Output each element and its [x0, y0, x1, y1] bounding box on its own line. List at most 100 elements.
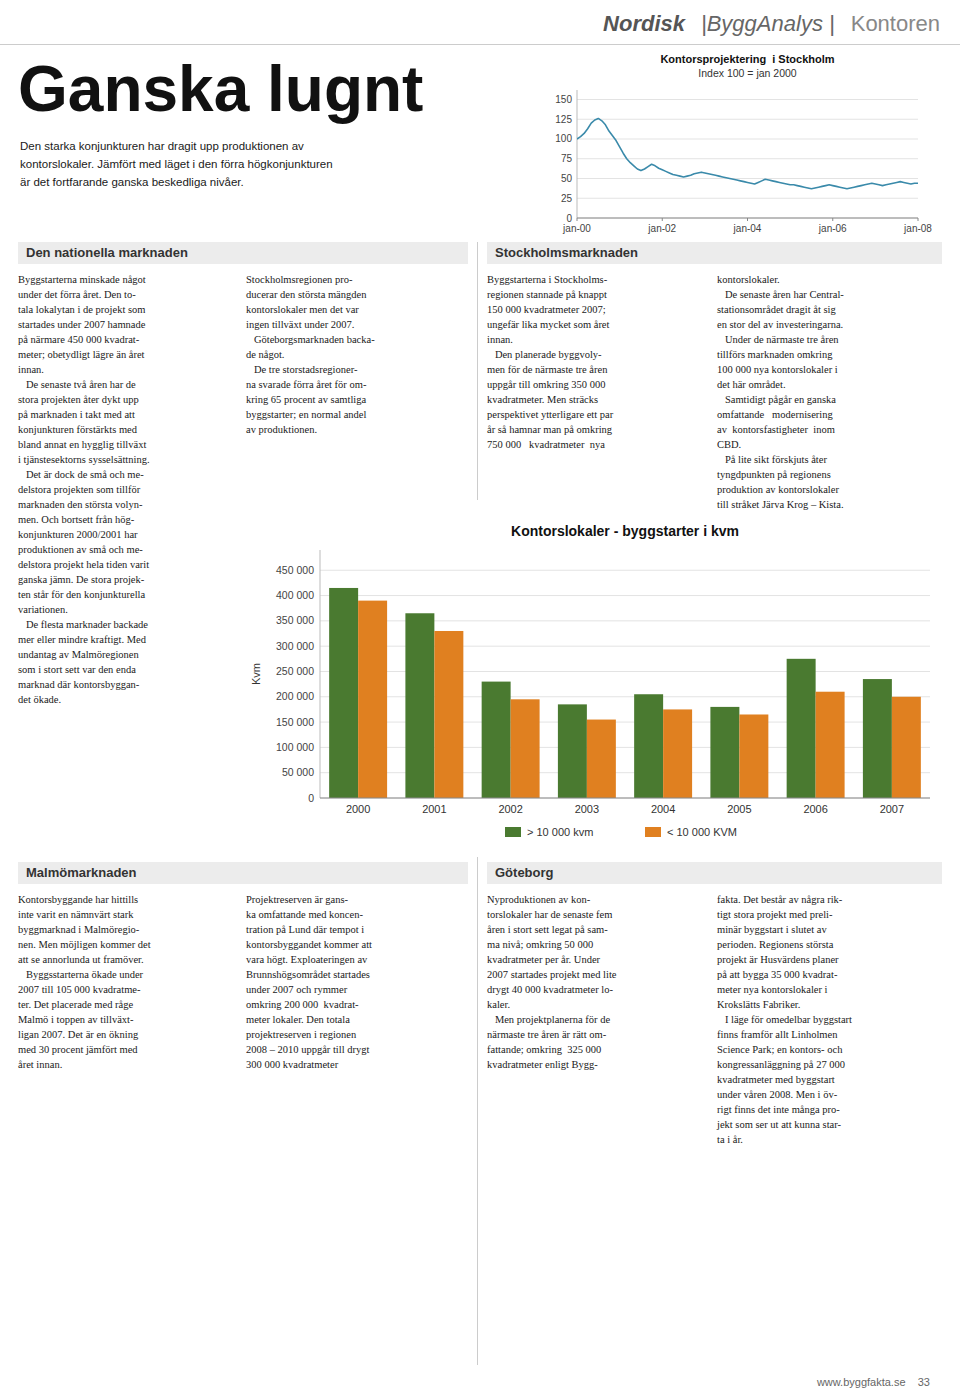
x-tick-label: 2001: [422, 803, 446, 815]
body-text: Kontorsbyggande har hittills inte varit …: [18, 892, 238, 1072]
legend-label: < 10 000 KVM: [667, 826, 737, 838]
x-tick-label: 2005: [727, 803, 751, 815]
legend-swatch: [645, 827, 661, 837]
x-tick-label: 2006: [803, 803, 827, 815]
x-tick-label: jan-04: [733, 223, 762, 234]
y-tick-label: 150 000: [276, 716, 314, 728]
y-tick-label: 300 000: [276, 640, 314, 652]
bar: [863, 679, 892, 798]
grid-line: [577, 178, 918, 179]
y-tick-label: 50 000: [282, 766, 314, 778]
plot-area: [329, 588, 921, 798]
y-axis-line: [320, 550, 321, 798]
y-tick-label: 400 000: [276, 589, 314, 601]
column-divider: [477, 242, 478, 500]
body-text: Byggstarterna i Stockholms- regionen sta…: [487, 272, 707, 452]
column-divider: [477, 857, 478, 1365]
page-subtitle: Den starka konjunkturen har dragit upp p…: [20, 138, 333, 191]
x-tick: [662, 218, 663, 221]
body-text: kontorslokaler. De senaste åren har Cent…: [717, 272, 937, 512]
grid-line: [577, 119, 918, 120]
y-tick-label: 100: [555, 133, 572, 144]
plot-area: [577, 118, 918, 188]
bar: [710, 707, 739, 798]
x-axis-line: [320, 798, 930, 799]
x-tick-label: 2004: [651, 803, 675, 815]
x-tick-label: 2007: [880, 803, 904, 815]
line-chart: Kontorsprojektering i Stockholm Index 100…: [545, 50, 940, 240]
bar: [482, 682, 511, 798]
bar: [558, 704, 587, 798]
bar: [511, 699, 540, 798]
grid-line: [577, 158, 918, 159]
grid-line: [577, 198, 918, 199]
header-text: |ByggAnalys |: [701, 11, 835, 37]
x-tick: [747, 218, 748, 221]
y-tick-label: 75: [561, 153, 573, 164]
bar: [663, 709, 692, 798]
grid-line: [577, 99, 918, 100]
y-tick-label: 450 000: [276, 564, 314, 576]
x-tick-label: jan-06: [818, 223, 847, 234]
header: Nordisk |ByggAnalys | Kontoren: [603, 8, 940, 40]
page-title: Ganska lugnt: [18, 52, 423, 126]
body-text: Stockholmsregionen pro- ducerar den stör…: [246, 272, 466, 437]
x-tick-label: 2002: [498, 803, 522, 815]
x-tick-label: 2003: [575, 803, 599, 815]
grid-line: [320, 595, 930, 596]
bar: [329, 588, 358, 798]
x-tick-label: jan-00: [562, 223, 591, 234]
body-text: Projektreserven är gans- ka omfattande m…: [246, 892, 466, 1072]
bar: [634, 694, 663, 798]
line-series: [577, 118, 918, 188]
y-tick-label: 0: [308, 792, 314, 804]
x-tick: [918, 218, 919, 221]
y-tick-label: 250 000: [276, 665, 314, 677]
header-rule: [0, 44, 960, 45]
legend-swatch: [505, 827, 521, 837]
bar-chart: Kontorslokaler - byggstarter i kvm Kvm 0 50…: [246, 520, 940, 850]
y-tick-label: 125: [555, 114, 572, 125]
body-text: fakta. Det består av några rik- tigt sto…: [717, 892, 937, 1147]
y-tick-label: 150: [555, 94, 572, 105]
bar: [892, 697, 921, 798]
body-text: Nyproduktionen av kon- torslokaler har d…: [487, 892, 707, 1072]
header-text: Kontoren: [851, 11, 940, 37]
section-title: Stockholmsmarknaden: [487, 242, 942, 264]
x-tick: [832, 218, 833, 221]
y-tick-label: 350 000: [276, 614, 314, 626]
x-tick: [577, 218, 578, 221]
y-tick-label: 200 000: [276, 690, 314, 702]
bar: [739, 714, 768, 798]
grid-line: [320, 798, 930, 799]
bar: [358, 601, 387, 798]
legend: > 10 000 kvm < 10 000 KVM: [505, 826, 737, 838]
x-tick-label: jan-08: [903, 223, 932, 234]
section-title: Malmömarknaden: [18, 862, 468, 884]
chart-title: Kontorsprojektering i Stockholm: [660, 53, 834, 65]
section-title: Göteborg: [487, 862, 942, 884]
body-text: Byggstarterna minskade något under det f…: [18, 272, 238, 707]
bar: [787, 659, 816, 798]
bar: [587, 720, 616, 798]
grid-line: [577, 138, 918, 139]
y-tick-label: 100 000: [276, 741, 314, 753]
chart-subtitle: Index 100 = jan 2000: [698, 67, 797, 79]
y-tick-label: 50: [561, 173, 573, 184]
chart-title: Kontorslokaler - byggstarter i kvm: [511, 523, 739, 539]
bar: [816, 692, 845, 798]
bar: [405, 613, 434, 798]
section-title: Den nationella marknaden: [18, 242, 468, 264]
legend-label: > 10 000 kvm: [527, 826, 593, 838]
y-tick-label: 25: [561, 193, 573, 204]
grid-line: [320, 570, 930, 571]
footer: www.byggfakta.se 33: [817, 1376, 930, 1388]
x-tick-label: jan-02: [647, 223, 676, 234]
page: {"page": { "header": ["Nordisk", "|ByggA…: [0, 0, 960, 1399]
bar: [434, 631, 463, 798]
y-axis-label: Kvm: [250, 663, 262, 685]
y-axis-line: [577, 90, 578, 218]
header-text: Nordisk: [603, 11, 685, 37]
x-tick-label: 2000: [346, 803, 370, 815]
y-tick-label: 0: [566, 213, 572, 224]
